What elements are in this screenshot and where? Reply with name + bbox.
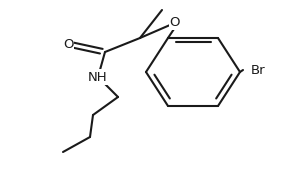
Text: Br: Br [251, 64, 266, 76]
Text: O: O [170, 15, 180, 28]
Text: NH: NH [88, 71, 108, 84]
Text: O: O [63, 37, 73, 51]
